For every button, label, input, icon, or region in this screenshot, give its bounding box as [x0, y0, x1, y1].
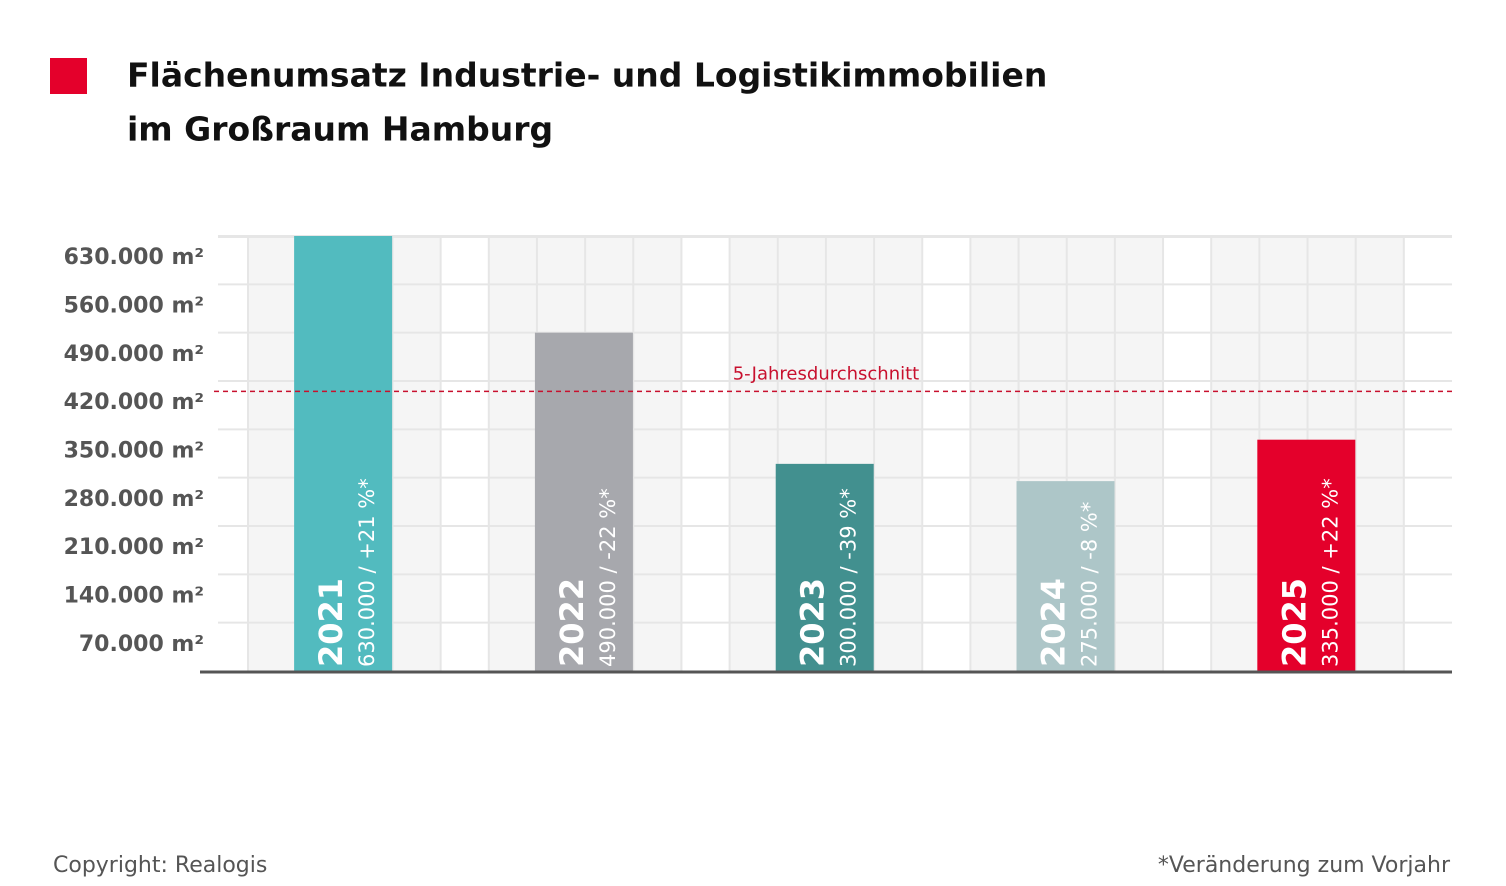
- bar-value-label: 490.000 / -22 %*: [596, 488, 620, 667]
- copyright: Copyright: Realogis: [53, 853, 267, 878]
- bar: [775, 463, 874, 671]
- bar-year: 2024: [1035, 578, 1073, 667]
- bar: [534, 332, 633, 671]
- legend-square: [50, 58, 87, 94]
- bar-value-label: 275.000 / -8 %*: [1078, 502, 1102, 667]
- footnote: *Veränderung zum Vorjahr: [1158, 853, 1451, 878]
- bar-value-label: 335.000 / +22 %*: [1318, 478, 1342, 667]
- y-tick-label: 420.000 m²: [64, 390, 204, 415]
- bar-year: 2025: [1275, 578, 1313, 667]
- y-tick-label: 560.000 m²: [64, 294, 204, 319]
- bar-year: 2022: [553, 578, 591, 667]
- bar-value-label: 300.000 / -39 %*: [837, 488, 861, 667]
- average-label: 5-Jahresdurchschnitt: [733, 363, 920, 384]
- y-tick-label: 490.000 m²: [64, 342, 204, 367]
- bar: [1257, 439, 1356, 671]
- bar: [1016, 481, 1115, 671]
- bar-year: 2023: [794, 578, 832, 667]
- y-tick-label: 630.000 m²: [64, 245, 204, 270]
- chart-title: Flächenumsatz Industrie- und Logistikimm…: [127, 56, 1047, 95]
- y-tick-label: 350.000 m²: [64, 439, 204, 464]
- y-tick-label: 210.000 m²: [64, 535, 204, 560]
- chart-title: im Großraum Hamburg: [127, 110, 553, 149]
- y-tick-label: 70.000 m²: [79, 632, 204, 657]
- bar-year: 2021: [312, 578, 350, 667]
- bar-value-label: 630.000 / +21 %*: [355, 478, 379, 667]
- y-tick-label: 280.000 m²: [64, 487, 204, 512]
- y-tick-label: 140.000 m²: [64, 584, 204, 609]
- bar: [294, 236, 393, 671]
